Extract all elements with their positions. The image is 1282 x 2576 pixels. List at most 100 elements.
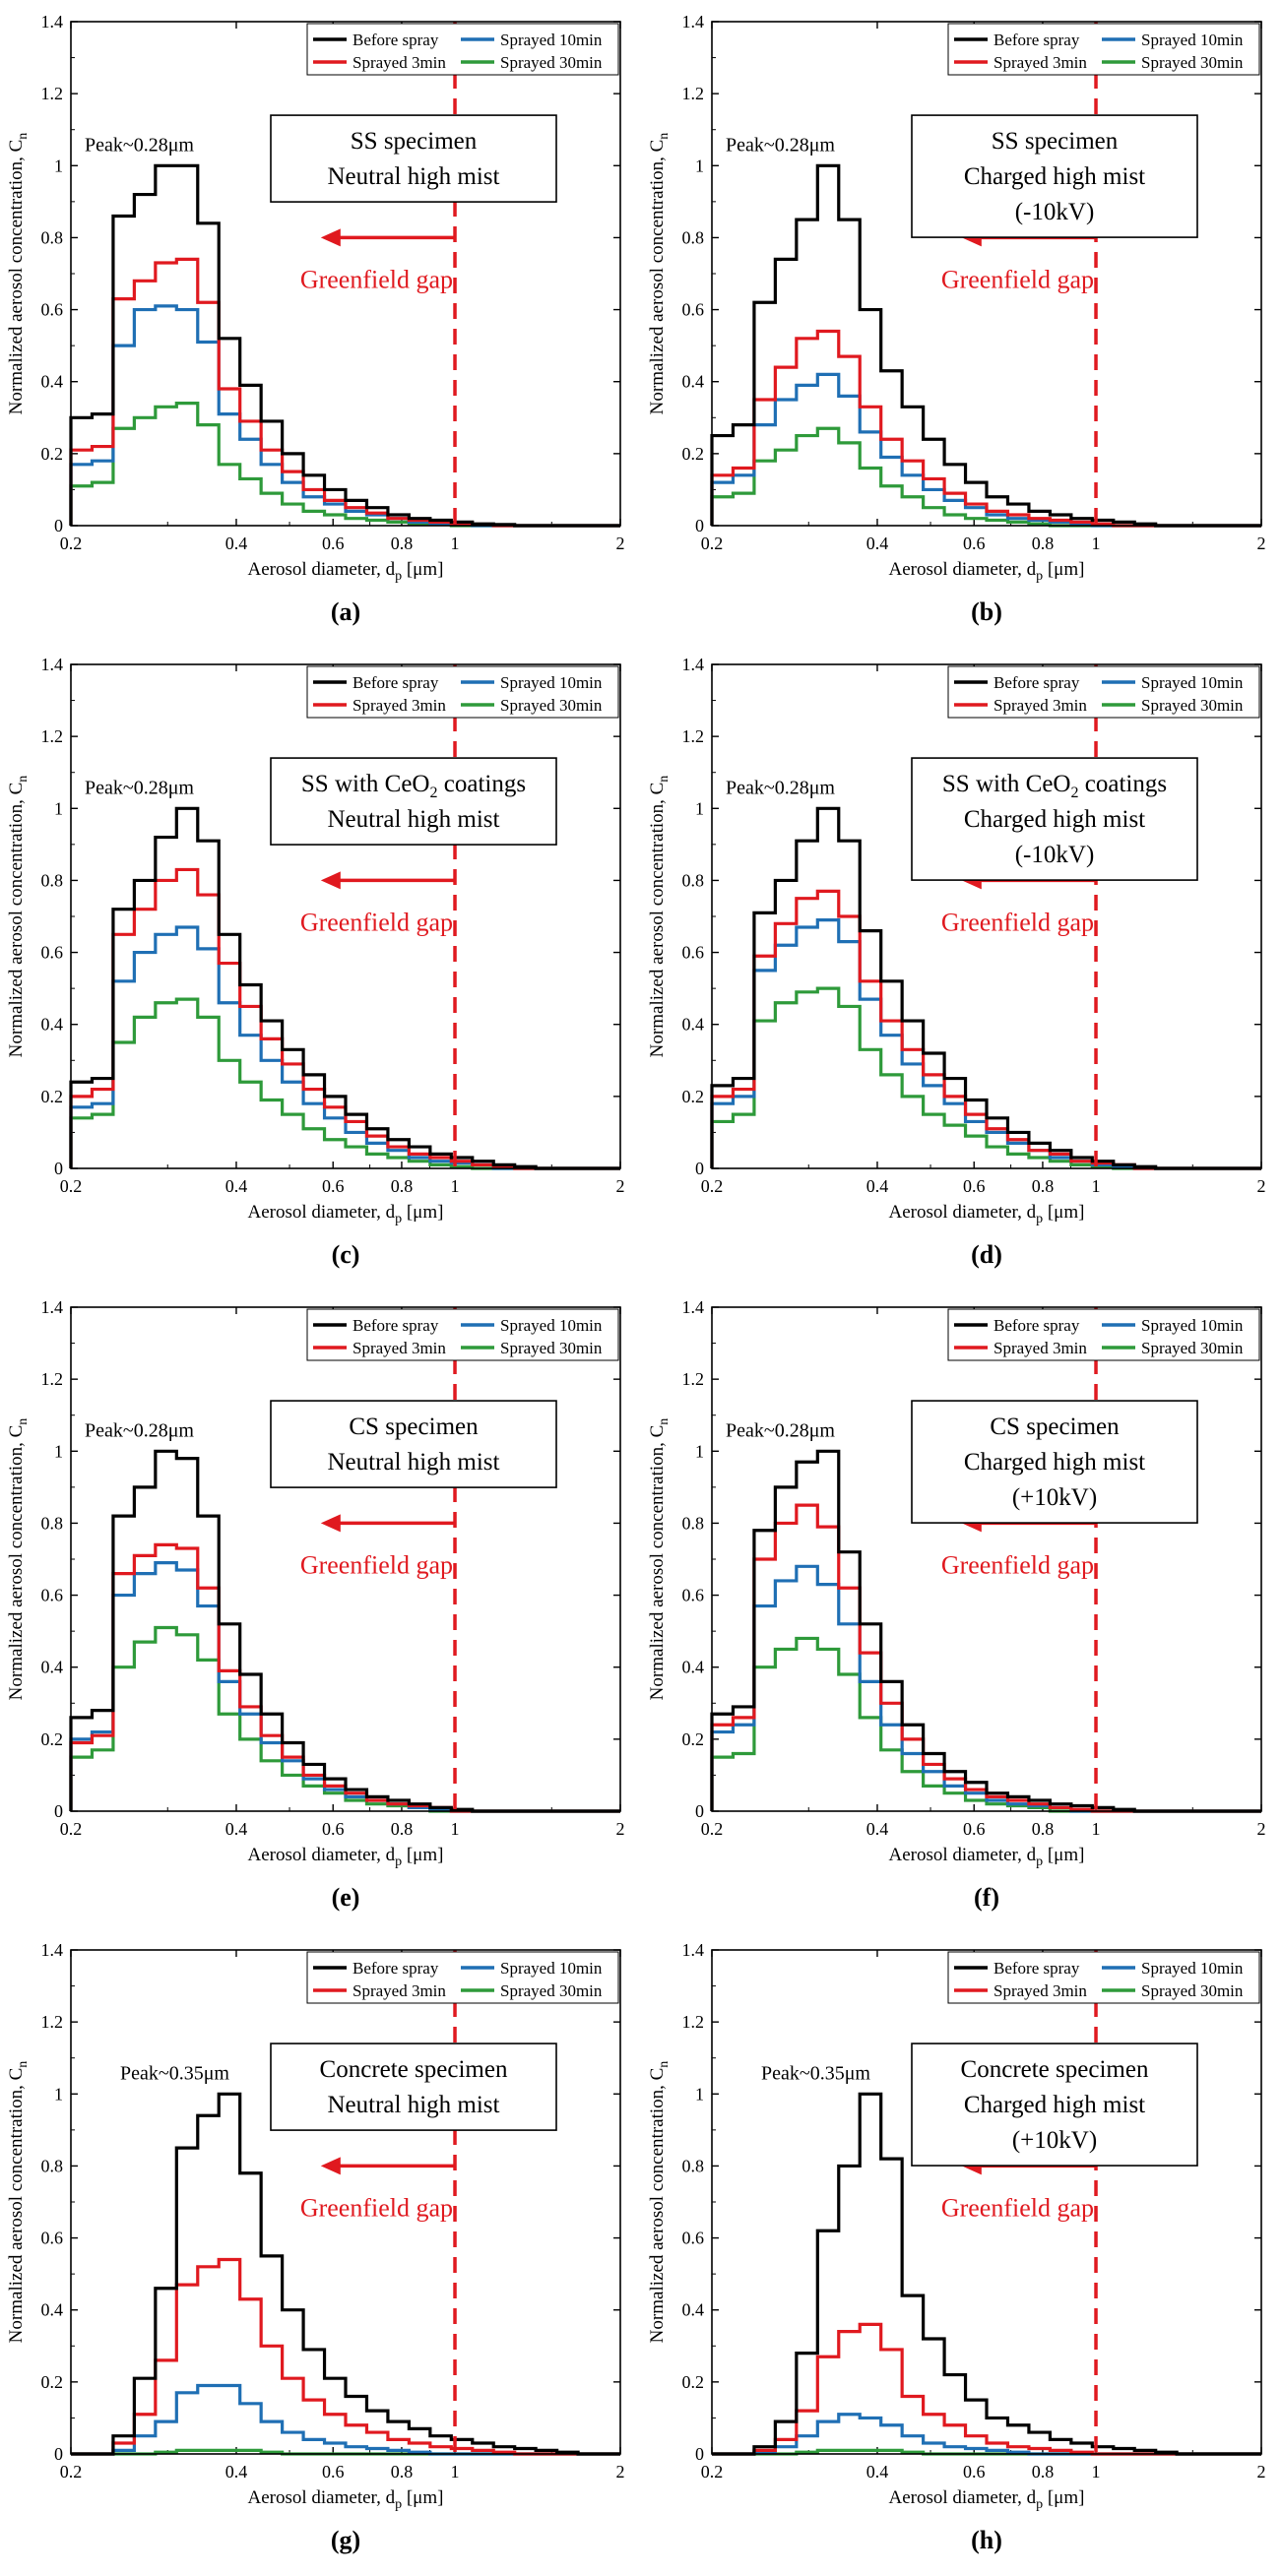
y-tick-label: 1	[54, 798, 63, 818]
y-tick-label: 0	[54, 516, 63, 535]
x-tick-label: 0.8	[1032, 1176, 1055, 1196]
legend-label: Before spray	[994, 31, 1080, 49]
x-tick-label: 1	[451, 534, 460, 553]
panel-label: (h)	[971, 2526, 1002, 2554]
series-line-before-spray	[712, 2092, 1261, 2456]
panel-f: 0 0.2 0.4 0.6 0.8 1 1.2 1.4 0.2 0.4 0.6 0.8 1 2 Greenf…	[641, 1286, 1282, 1928]
x-tick-label: 1	[451, 2462, 460, 2482]
x-tick-label: 0.6	[963, 1176, 986, 1196]
legend-label: Sprayed 30min	[1141, 1981, 1244, 2000]
title-line: Neutral high mist	[328, 1449, 500, 1476]
y-tick-label: 0	[695, 2444, 704, 2464]
x-tick-label: 0.4	[225, 534, 248, 553]
panel-label: (e)	[332, 1883, 360, 1912]
y-tick-label: 0.4	[682, 1015, 705, 1035]
title-line: Charged high mist	[964, 163, 1145, 190]
legend-label: Sprayed 3min	[353, 1339, 446, 1357]
title-box	[911, 2042, 1198, 2167]
axes-frame	[711, 663, 1262, 1169]
x-tick-label: 1	[1092, 1176, 1101, 1196]
y-tick-label: 1.4	[41, 1297, 64, 1317]
panel-e: 0 0.2 0.4 0.6 0.8 1 1.2 1.4 0.2 0.4 0.6 0.8 1 2 Greenf…	[0, 1286, 641, 1928]
y-tick-label: 0.4	[682, 372, 705, 392]
title-line: Neutral high mist	[328, 163, 500, 190]
legend-box	[947, 1951, 1260, 2004]
y-tick-label: 1.2	[682, 2012, 705, 2032]
title-line: Neutral high mist	[328, 806, 500, 833]
series-line-before-spray	[710, 163, 1261, 528]
x-tick-label: 0.8	[1032, 534, 1055, 553]
x-tick-label: 0.2	[60, 1176, 83, 1196]
y-tick-label: 1.2	[41, 2012, 64, 2032]
y-tick-label: 1.2	[682, 726, 705, 746]
title-line: (+10kV)	[1012, 1484, 1097, 1511]
y-tick-label: 0.6	[682, 2229, 705, 2248]
x-tick-label: 0.8	[391, 2462, 414, 2482]
y-tick-label: 1.4	[682, 1940, 705, 1960]
title-line: Concrete specimen	[320, 2056, 508, 2083]
series-line-before-spray	[69, 806, 620, 1170]
y-tick-label: 1.2	[41, 84, 64, 103]
x-tick-label: 0.6	[963, 534, 986, 553]
x-tick-label: 0.6	[322, 1176, 345, 1196]
greenfield-gap-label: Greenfield gap	[941, 1551, 1094, 1580]
axes-frame	[70, 1306, 621, 1812]
y-tick-label: 0	[695, 1801, 704, 1821]
series-line-before-spray	[710, 806, 1261, 1170]
legend-label: Sprayed 30min	[1141, 1339, 1244, 1357]
legend-box	[947, 23, 1260, 76]
y-tick-label: 0.6	[41, 943, 64, 963]
x-tick-label: 0.6	[322, 534, 345, 553]
legend-label: Sprayed 3min	[994, 1339, 1087, 1357]
y-tick-label: 0.4	[41, 1658, 64, 1677]
gap-arrow-head	[320, 871, 341, 890]
chart-svg: 00.20.40.60.811.21.40.2 0.4 0.6 0.8 1 2Greenf…	[647, 12, 1266, 626]
legend-label: Before spray	[994, 1959, 1080, 1978]
title-box	[270, 1400, 557, 1488]
series-line-sprayed-3min	[69, 1542, 620, 1813]
series-line-sprayed-30min	[69, 997, 620, 1170]
chart-svg: 00.20.40.60.811.21.40.2 0.4 0.6 0.8 1 2Greenf…	[6, 655, 625, 1269]
y-tick-label: 1.4	[682, 655, 705, 674]
axes-frame	[70, 1949, 621, 2455]
y-tick-label: 1.4	[41, 12, 64, 31]
y-tick-label: 0.8	[41, 227, 64, 247]
greenfield-gap-label: Greenfield gap	[300, 266, 453, 294]
legend-label: Sprayed 10min	[1141, 673, 1244, 692]
legend-label: Sprayed 10min	[1141, 31, 1244, 49]
title-box	[270, 2042, 557, 2131]
x-tick-label: 0.8	[391, 1819, 414, 1839]
legend-label: Before spray	[353, 673, 439, 692]
y-tick-label: 0.4	[41, 2300, 64, 2320]
x-axis-label: Aerosol diameter, dp [μm]	[248, 559, 444, 584]
axes-frame	[70, 663, 621, 1169]
title-line: (+10kV)	[1012, 2127, 1097, 2154]
x-tick-label: 0.4	[866, 534, 889, 553]
x-tick-label: 2	[1257, 534, 1266, 553]
y-axis-label: Normalized aerosol concentration, Cn	[6, 1418, 31, 1701]
x-axis-label: Aerosol diameter, dp [μm]	[889, 2487, 1085, 2512]
legend-label: Sprayed 10min	[500, 1959, 603, 1978]
y-tick-label: 0.2	[41, 1729, 64, 1749]
x-tick-label: 0.4	[225, 1819, 248, 1839]
x-tick-label: 0.2	[701, 1819, 724, 1839]
x-axis-label: Aerosol diameter, dp [μm]	[248, 1202, 444, 1226]
peak-label: Peak~0.35μm	[120, 2063, 229, 2085]
y-tick-label: 0.8	[41, 2156, 64, 2175]
panel-a: 0 0.2 0.4 0.6 0.8 1 1.2 1.4 0.2 0.4 0.6 0.8 1 2 Greenf…	[0, 0, 641, 643]
y-tick-label: 0	[695, 1159, 704, 1178]
title-line: SS specimen	[992, 128, 1119, 155]
x-tick-label: 0.8	[1032, 2462, 1055, 2482]
axes-frame	[70, 21, 621, 527]
gap-arrow-head	[320, 228, 341, 247]
y-tick-label: 0.8	[682, 870, 705, 890]
y-tick-label: 1.2	[682, 1369, 705, 1389]
legend-label: Sprayed 30min	[1141, 696, 1244, 715]
y-tick-label: 1.4	[682, 12, 705, 31]
peak-label: Peak~0.28μm	[726, 1420, 835, 1442]
chart-svg: 00.20.40.60.811.21.40.2 0.4 0.6 0.8 1 2Greenf…	[6, 1297, 625, 1912]
gap-arrow-head	[320, 2157, 341, 2175]
legend-label: Sprayed 3min	[994, 1981, 1087, 2000]
x-tick-label: 0.2	[701, 1176, 724, 1196]
chart-svg: 00.20.40.60.811.21.40.2 0.4 0.6 0.8 1 2Greenf…	[647, 655, 1266, 1269]
